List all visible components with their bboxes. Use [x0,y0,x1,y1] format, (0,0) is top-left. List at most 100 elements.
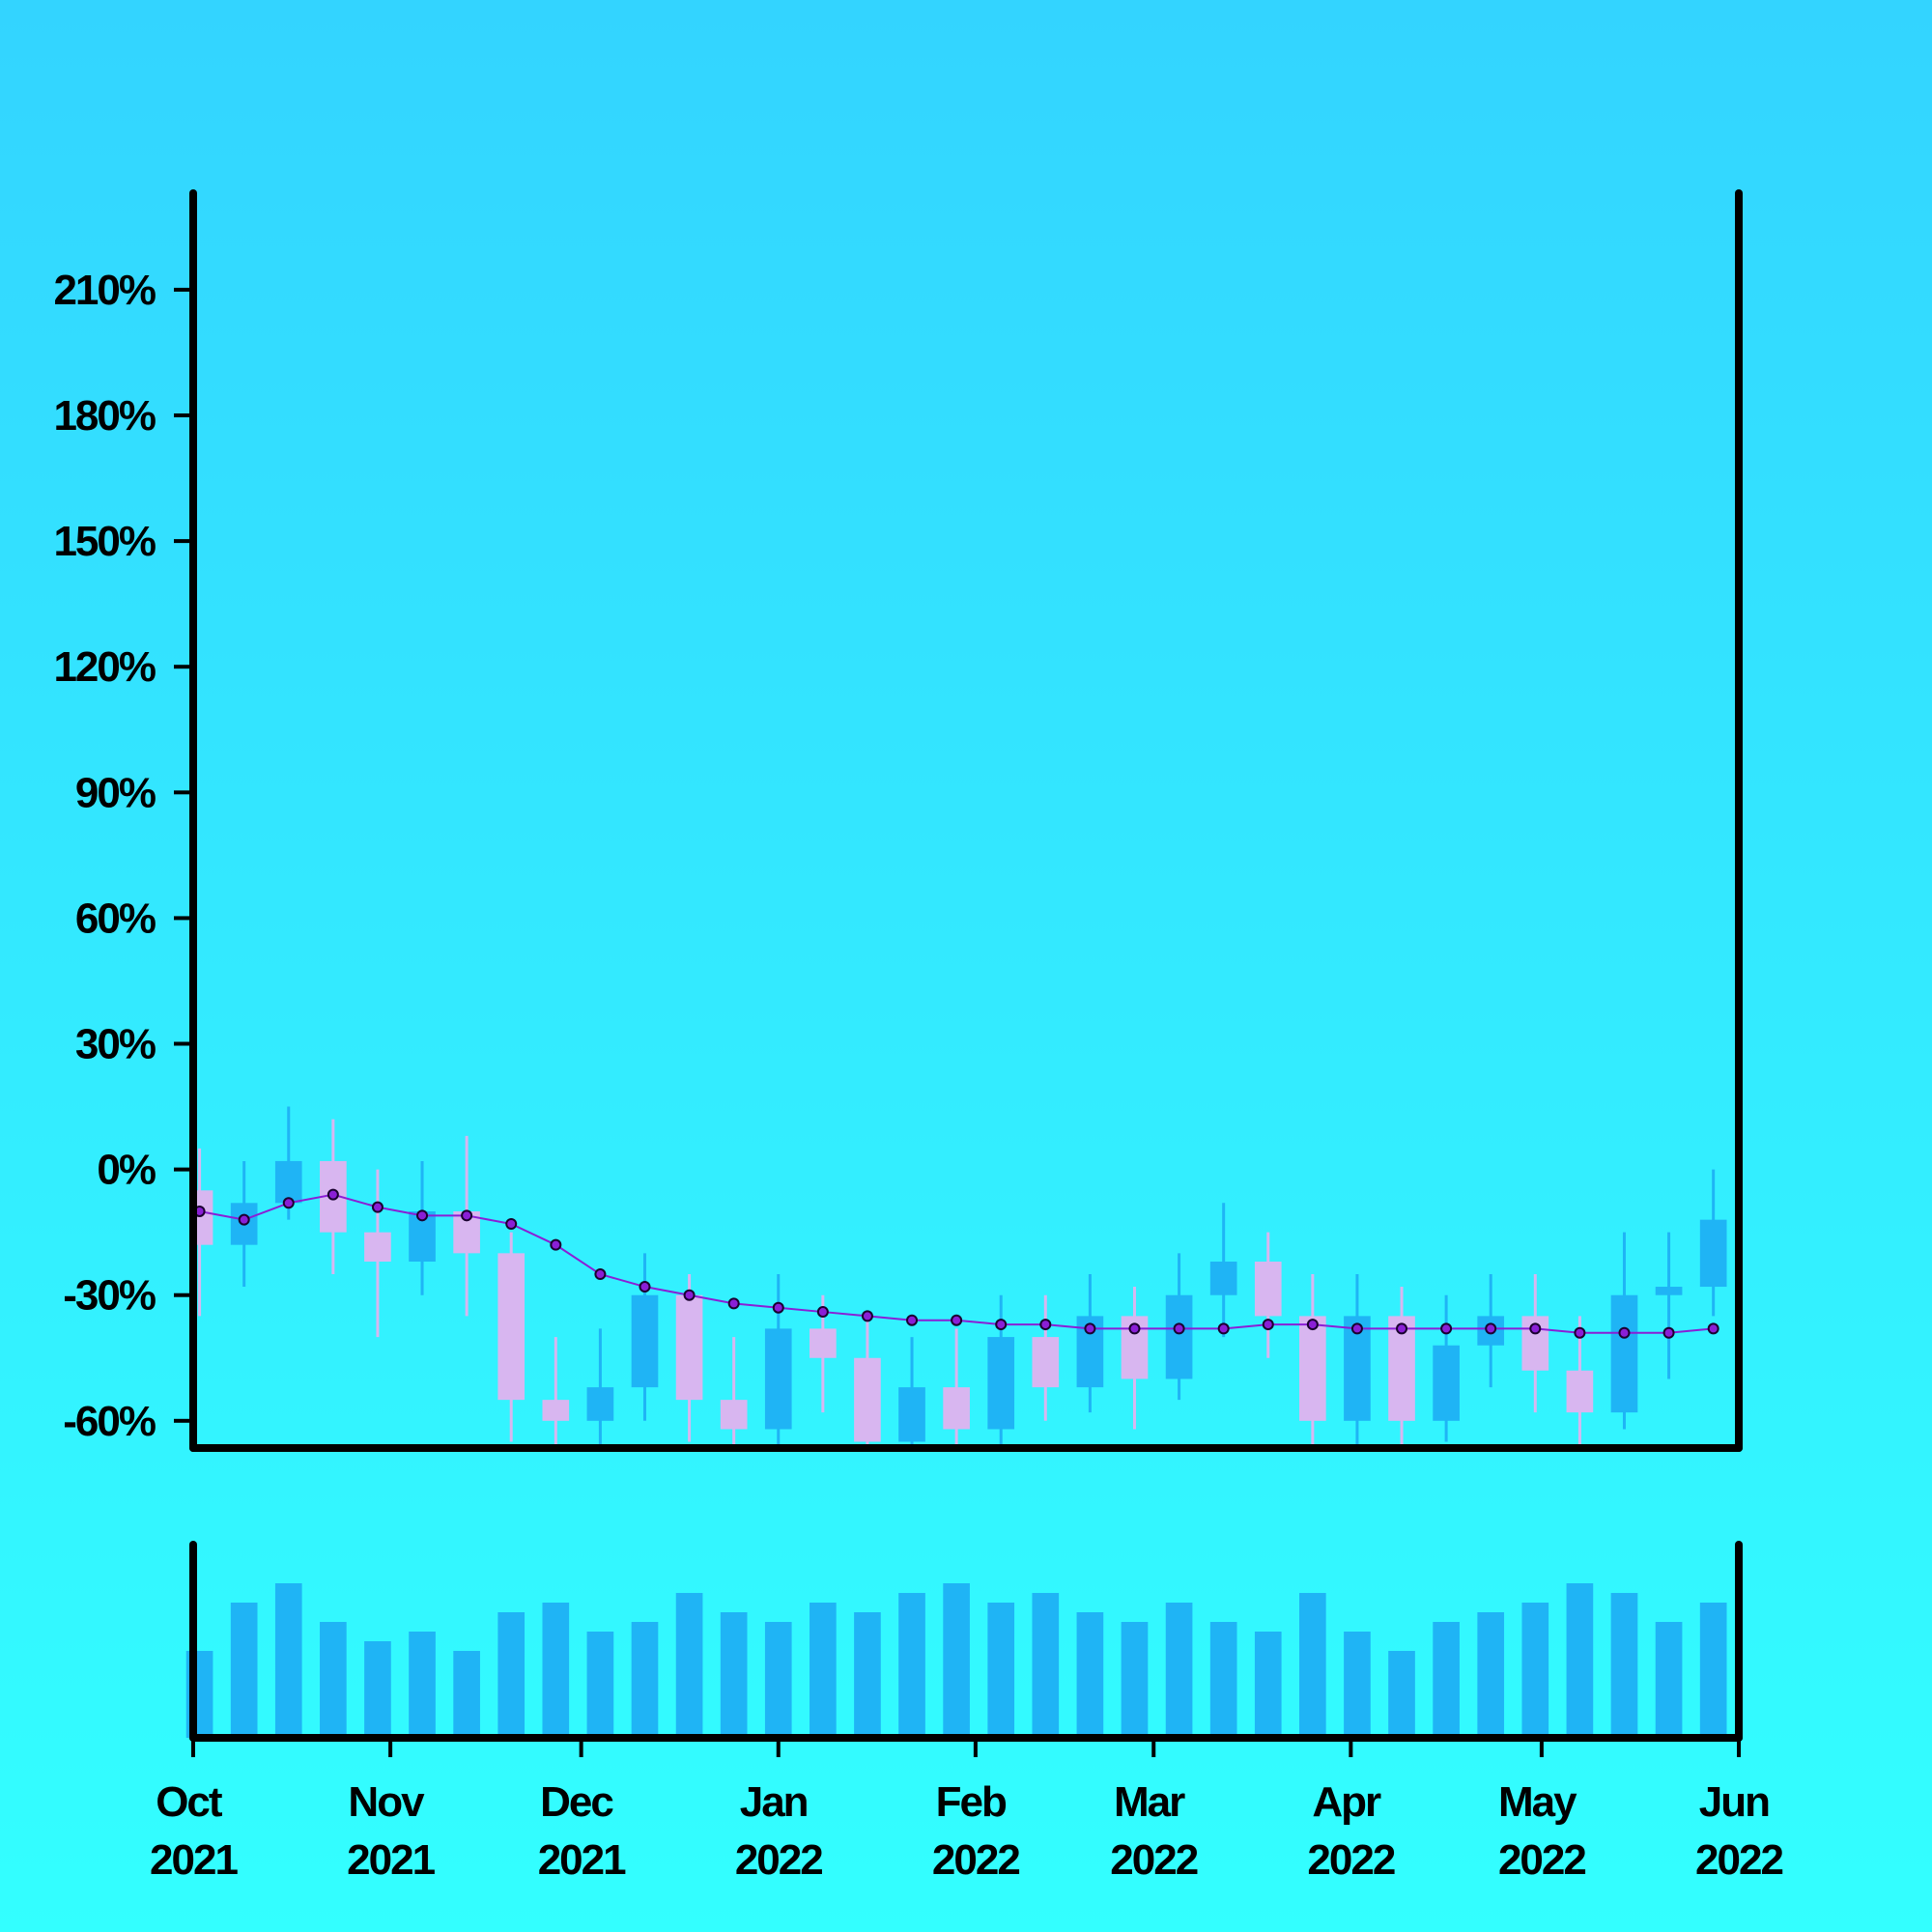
moving-average-point [995,1319,1008,1331]
y-tick-label: 90% [75,769,156,816]
moving-average-point [1396,1322,1408,1335]
x-tick-label: May 2022 [1498,1778,1585,1884]
moving-average-point [816,1306,829,1319]
moving-average-point [238,1213,250,1226]
volume-bar [987,1603,1015,1738]
moving-average-point [327,1188,339,1201]
moving-average-point [1084,1322,1096,1335]
y-tick-label: 60% [75,895,156,942]
volume-bar [1254,1632,1282,1738]
volume-bar [542,1603,570,1738]
y-tick-label: 180% [53,392,155,440]
volume-bar [409,1632,436,1738]
volume-bar [1076,1612,1104,1738]
moving-average-point [639,1281,651,1293]
candle-body [1209,1262,1237,1295]
volume-bar [1032,1593,1060,1738]
volume-bar [1344,1632,1371,1738]
candle-body [987,1337,1015,1430]
volume-bar [497,1612,526,1738]
candle-body [542,1400,570,1421]
y-tick-label: 150% [53,518,155,565]
moving-average-point [1485,1322,1497,1335]
volume-bar [1477,1612,1505,1738]
moving-average-point [1306,1319,1319,1331]
y-tick-label: -60% [63,1398,156,1445]
y-tick-label: 30% [75,1021,156,1068]
moving-average-point [951,1314,963,1326]
moving-average-point [1217,1322,1230,1335]
volume-bar [631,1622,659,1738]
moving-average-point [683,1289,696,1301]
moving-average-point [1039,1319,1052,1331]
volume-bar [320,1622,347,1738]
x-tick-label: Dec 2021 [538,1778,626,1884]
moving-average-point [416,1209,429,1222]
candle-body [898,1387,925,1442]
moving-average-point [282,1197,295,1209]
volume-bar [1299,1593,1326,1738]
x-tick-label: Mar 2022 [1110,1778,1197,1884]
candle-body [1566,1370,1594,1413]
volume-bar [1655,1622,1683,1738]
volume-bar [586,1632,614,1738]
moving-average-point [906,1314,919,1326]
moving-average-point [550,1238,562,1251]
x-tick-label: Jun 2022 [1695,1778,1782,1884]
x-tick-label: Feb 2022 [932,1778,1019,1884]
volume-bar [1610,1593,1638,1738]
candle-body [1299,1316,1326,1421]
moving-average-point [772,1301,784,1314]
moving-average-point [461,1209,473,1222]
candle-body [1433,1345,1460,1421]
axes [189,189,1743,1742]
y-tick-label: 120% [53,643,155,691]
candle-body [1699,1219,1727,1288]
candle-body [810,1328,837,1358]
candle-body [854,1357,881,1442]
volume-bar [453,1651,480,1738]
moving-average-point [1128,1322,1141,1335]
moving-average-point [505,1217,518,1230]
candle-body [1254,1262,1282,1317]
volume-bar [898,1593,925,1738]
y-tick-label: -30% [63,1272,156,1320]
moving-average-point [371,1201,384,1213]
volume-bar [1699,1603,1727,1738]
volume-bar [1388,1651,1415,1738]
volume-bar [1566,1583,1594,1738]
moving-average-point [1350,1322,1363,1335]
moving-average-point [861,1310,873,1322]
moving-average-point [594,1268,607,1281]
volume-bar [854,1612,881,1738]
candle-body [364,1232,391,1263]
moving-average-point [1262,1319,1274,1331]
candle-body [943,1387,970,1430]
candle-body [720,1400,748,1430]
moving-average-point [1618,1326,1631,1339]
volume-bar [1521,1603,1549,1738]
volume-area [185,1583,1727,1738]
moving-average-point [1173,1322,1185,1335]
y-tick-label: 210% [53,267,155,314]
x-tick-label: Jan 2022 [735,1778,822,1884]
moving-average-point [1440,1322,1453,1335]
candle-body [764,1328,792,1430]
x-tick-label: Apr 2022 [1307,1778,1394,1884]
price-area [193,1106,1727,1448]
x-tick-label: Oct 2021 [150,1778,238,1884]
moving-average-point [727,1297,740,1310]
volume-bar [1165,1603,1193,1738]
candle-body [497,1253,526,1401]
candle-body [274,1160,302,1204]
volume-bar [230,1603,258,1738]
candle-body [1165,1294,1193,1379]
volume-bar [364,1641,391,1738]
volume-bar [764,1622,792,1738]
x-tick-label: Nov 2021 [347,1778,435,1884]
candle-body [631,1294,659,1388]
volume-bar [943,1583,970,1738]
candle-body [1032,1337,1060,1388]
volume-bar [1433,1622,1460,1738]
